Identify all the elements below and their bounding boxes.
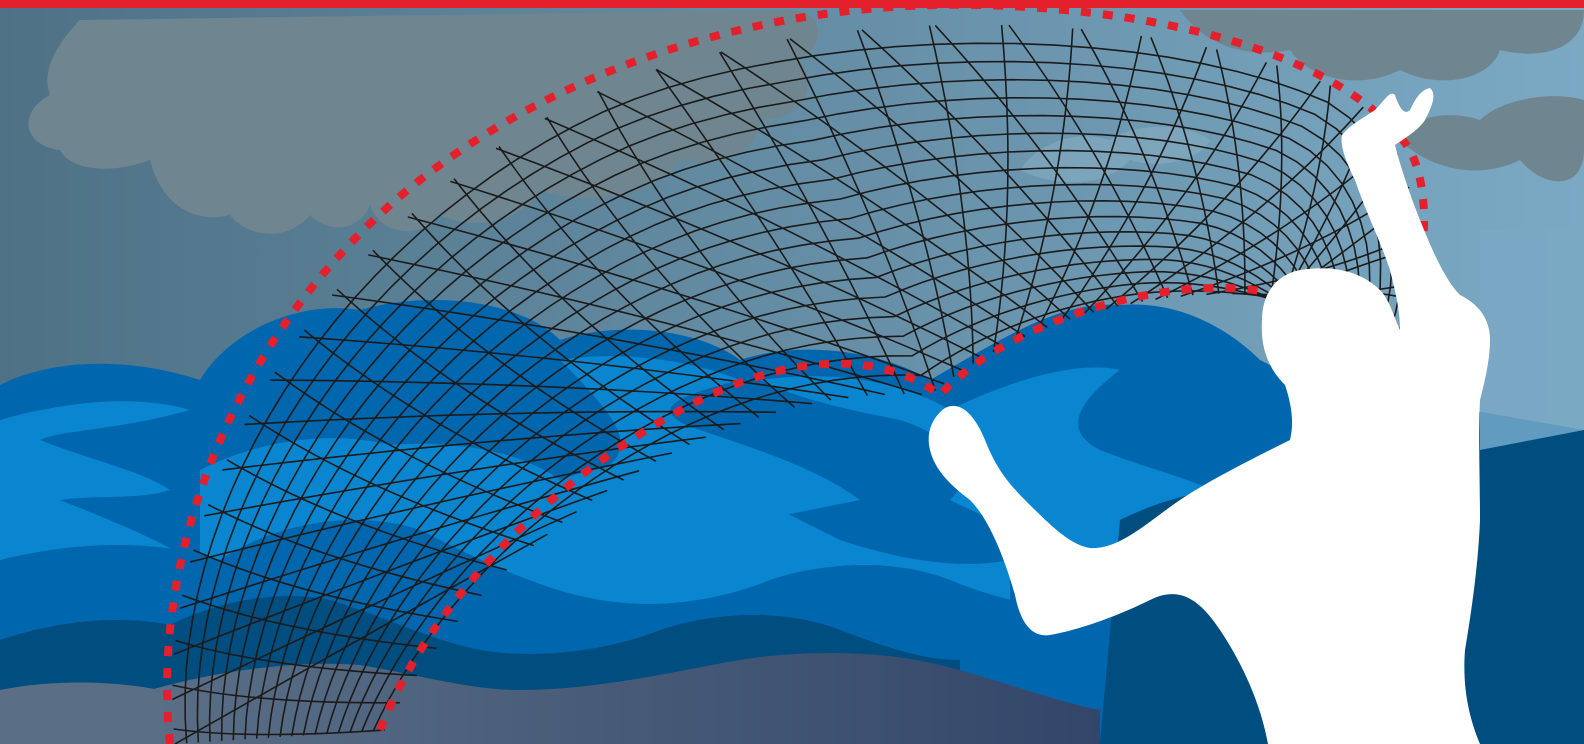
net-strand (1270, 65, 1283, 295)
net-strand (1081, 62, 1268, 317)
net-ring (232, 114, 1361, 741)
net-strand (244, 410, 777, 426)
net-ring (314, 230, 1314, 735)
net-strand (786, 38, 937, 391)
net-ring (244, 132, 1351, 740)
net-strand (173, 728, 386, 736)
net-strand (1105, 80, 1321, 310)
net-ring (360, 281, 1295, 732)
net-strand (544, 117, 1004, 348)
net-strand (299, 336, 849, 399)
net-strand (655, 68, 1048, 329)
net-strand (368, 254, 923, 396)
net-strand (1150, 36, 1220, 294)
net-strand (498, 146, 760, 419)
horizon-light (1480, 230, 1584, 450)
person-silhouette-icon (928, 88, 1490, 744)
net-strand (331, 294, 886, 396)
net-strand (1130, 106, 1364, 305)
net-strand (450, 180, 964, 372)
net-strand (934, 24, 1144, 302)
net-strand (720, 51, 1071, 320)
net-strand (1008, 24, 1169, 299)
net-strand (1080, 28, 1194, 296)
net-strand (453, 178, 725, 431)
net-strand (411, 212, 690, 446)
net-ring (302, 215, 1319, 736)
net-strand (336, 288, 624, 481)
net-strand (1215, 49, 1246, 294)
wave-icon (0, 300, 1584, 744)
net-strand (992, 25, 1009, 353)
top-accent-bar (0, 0, 1584, 8)
net-strand (1058, 46, 1208, 324)
net-strand (718, 51, 905, 395)
net-outline (163, 0, 1429, 744)
net-strand (173, 489, 608, 655)
net-ring (208, 78, 1382, 742)
net-strand (303, 329, 593, 502)
net-strand (222, 422, 741, 471)
net-strand (175, 639, 418, 677)
net-ring (372, 290, 1290, 732)
net-strand (546, 116, 796, 409)
net-strand (189, 452, 673, 563)
net-strand (928, 25, 974, 364)
net-strand (856, 30, 955, 377)
net-strand (655, 69, 869, 396)
net-ring (337, 258, 1305, 734)
net-ring (279, 183, 1329, 738)
net-strand (1035, 35, 1143, 333)
net-strand (407, 216, 945, 385)
net-strand (789, 38, 1095, 313)
net-ring (255, 149, 1342, 739)
net-strand (179, 470, 640, 610)
wave-icon (1480, 430, 1584, 744)
net-strand (372, 249, 657, 462)
net-strand (596, 90, 1026, 338)
net-strand (861, 29, 1119, 307)
net-strand (174, 533, 548, 744)
net-strand (269, 379, 812, 405)
net-strand (193, 549, 459, 623)
net-strand (1284, 85, 1332, 296)
net-strand (171, 510, 577, 701)
net-ring (220, 96, 1371, 741)
net-strand (1013, 28, 1074, 342)
net-ring (267, 166, 1335, 738)
net-icon (171, 24, 1416, 744)
net-ring (349, 270, 1300, 733)
net-ring (290, 199, 1324, 737)
net-strand (204, 436, 706, 517)
net-strand (495, 147, 984, 359)
net-ring (325, 245, 1310, 735)
